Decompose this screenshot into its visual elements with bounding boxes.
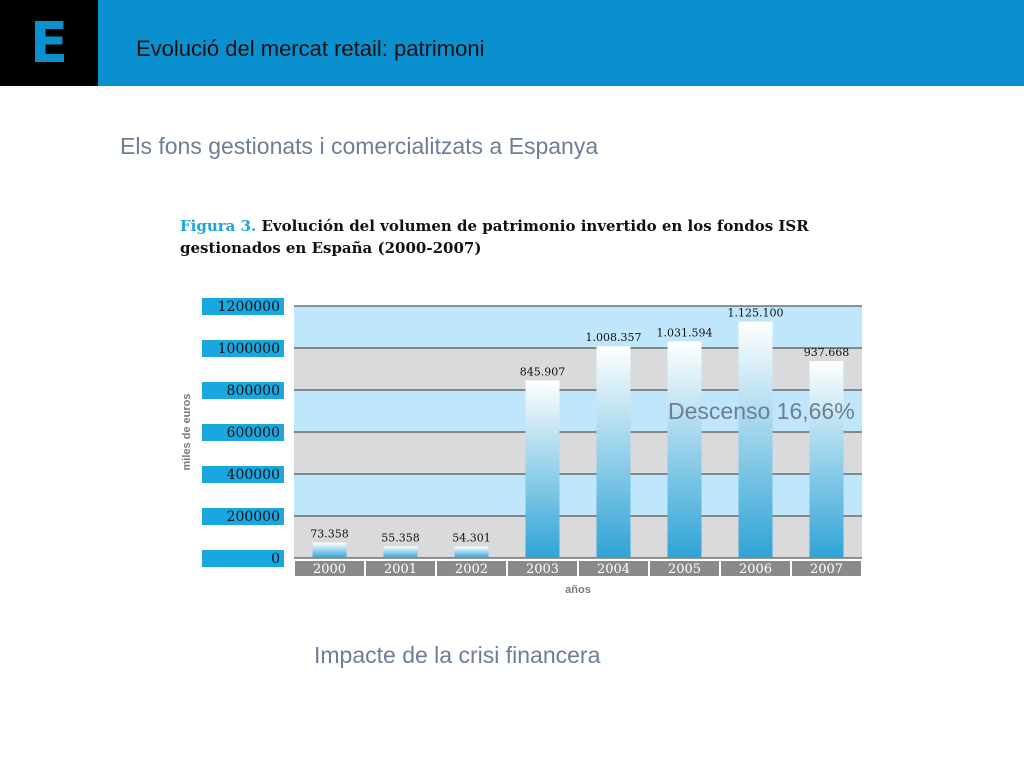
- x-tick-box: [650, 561, 719, 576]
- y-tick-label: 0: [271, 551, 280, 567]
- plot-band: [294, 474, 862, 516]
- x-tick-box: [437, 561, 506, 576]
- data-label-2004: 1.008.357: [586, 331, 642, 344]
- bar-2005: [667, 341, 702, 558]
- data-label-2003: 845.907: [520, 365, 566, 378]
- y-tick-box: [202, 424, 284, 441]
- data-label-2007: 937.668: [804, 346, 850, 359]
- y-tick-box: [202, 382, 284, 399]
- bar-2007: [809, 361, 844, 558]
- x-tick-label: 2007: [810, 562, 843, 577]
- bar-2001: [383, 546, 418, 558]
- y-tick-box: [202, 340, 284, 357]
- slide-title: Evolució del mercat retail: patrimoni: [136, 36, 485, 61]
- decline-annotation: Descenso 16,66%: [668, 398, 855, 424]
- x-tick-label: 2001: [384, 562, 417, 577]
- x-tick-label: 2006: [739, 562, 772, 577]
- bar-2006: [738, 321, 773, 558]
- y-tick-label: 600000: [227, 425, 280, 441]
- x-tick-label: 2003: [526, 562, 559, 577]
- bar-2000: [312, 542, 347, 558]
- x-tick-label: 2004: [597, 562, 630, 577]
- footer-caption: Impacte de la crisi financera: [314, 642, 601, 668]
- x-tick-box: [295, 561, 364, 576]
- header-bar: E Evolució del mercat retail: patrimoni: [0, 0, 1024, 86]
- x-tick-label: 2002: [455, 562, 488, 577]
- y-tick-label: 1000000: [218, 341, 280, 357]
- x-tick-label: 2005: [668, 562, 701, 577]
- x-tick-box: [579, 561, 648, 576]
- bar-chart: 0 200000 400000 600000 800000 1000000 1200000 m…: [181, 298, 862, 596]
- figure-label: Figura 3.: [180, 217, 257, 235]
- plot-band: [294, 348, 862, 390]
- bar-2002: [454, 546, 489, 558]
- y-tick-box: [202, 550, 284, 567]
- y-tick-box: [202, 298, 284, 315]
- plot-band: [294, 432, 862, 474]
- x-tick-box: [721, 561, 790, 576]
- x-tick-box: [508, 561, 577, 576]
- x-tick-box: [792, 561, 861, 576]
- x-axis-label: años: [565, 584, 591, 596]
- data-label-2005: 1.031.594: [657, 326, 713, 339]
- logo: E: [0, 0, 98, 86]
- y-tick-label: 1200000: [218, 299, 280, 315]
- x-tick-box: [366, 561, 435, 576]
- y-tick-box: [202, 466, 284, 483]
- data-label-2000: 73.358: [310, 528, 349, 541]
- slide-subtitle: Els fons gestionats i comercialitzats a …: [120, 133, 599, 159]
- bar-2003: [525, 380, 560, 558]
- y-tick-box: [202, 508, 284, 525]
- figure-title-text: Evolución del volumen de patrimonio inve…: [180, 217, 809, 257]
- bar-2004: [596, 346, 631, 558]
- y-axis-label: miles de euros: [181, 393, 193, 470]
- data-label-2006: 1.125.100: [728, 307, 784, 320]
- data-label-2001: 55.358: [381, 531, 420, 544]
- y-tick-label: 400000: [227, 467, 280, 483]
- plot-band: [294, 516, 862, 558]
- y-tick-label: 200000: [227, 509, 280, 525]
- y-tick-label: 800000: [227, 383, 280, 399]
- data-label-2002: 54.301: [452, 532, 491, 545]
- figure-title: Figura 3. Evolución del volumen de patri…: [180, 215, 880, 259]
- x-tick-label: 2000: [313, 562, 346, 577]
- logo-letter: E: [29, 10, 69, 76]
